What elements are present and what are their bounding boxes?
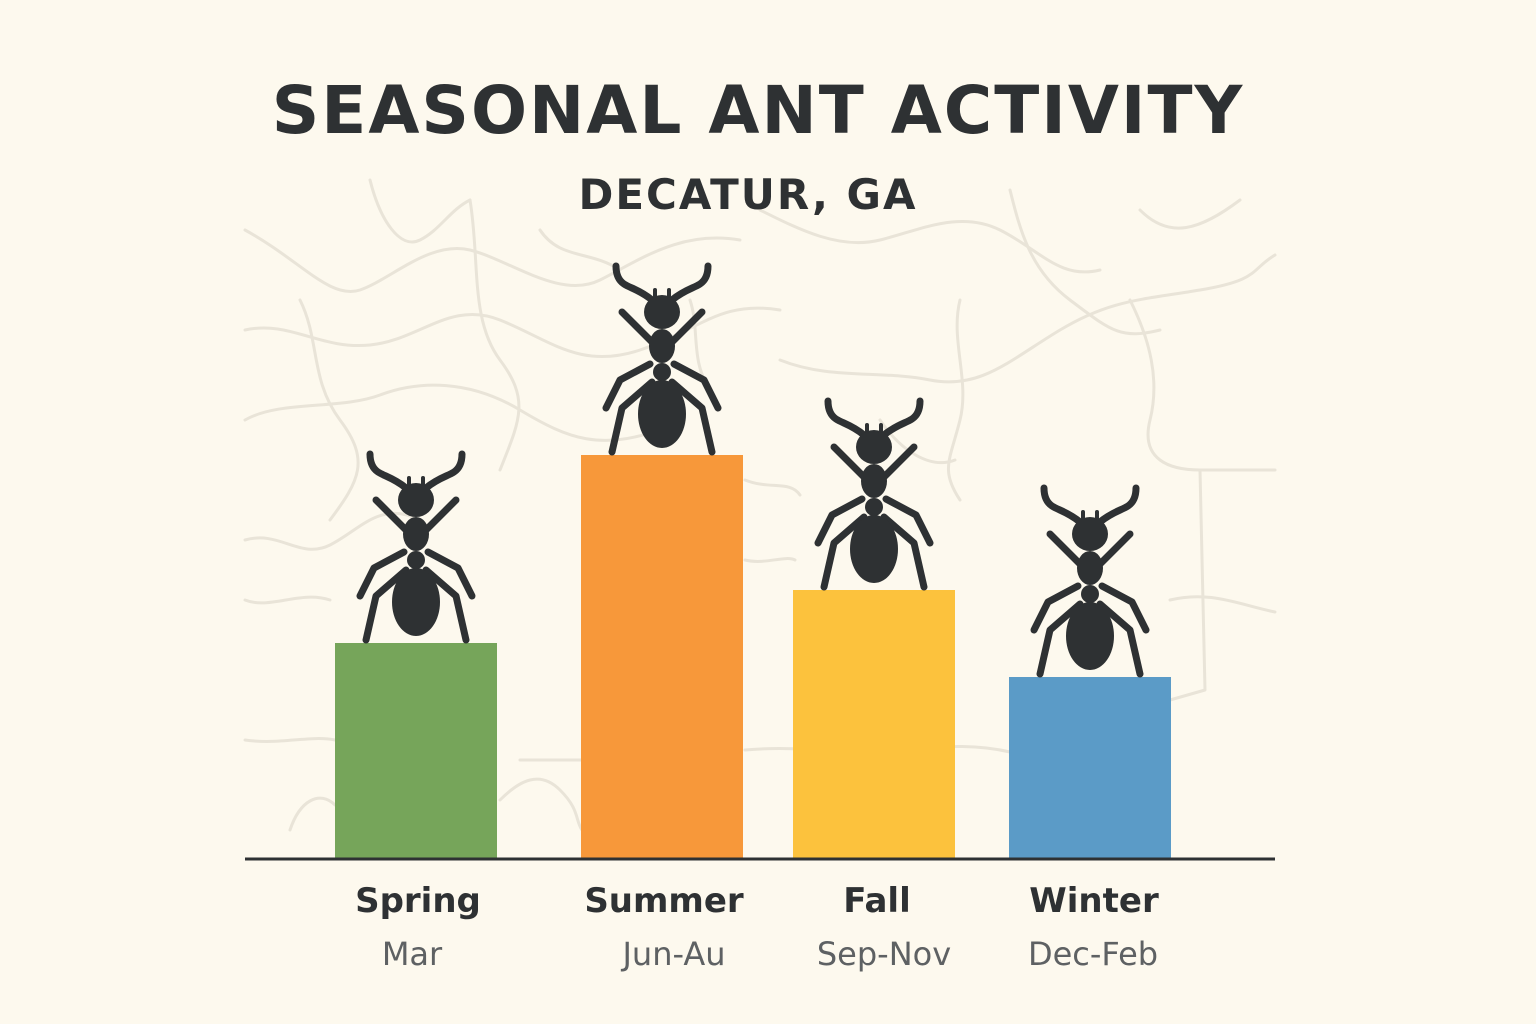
bar-fall	[793, 590, 955, 859]
x-tick-sublabel: Jun-Au	[620, 935, 725, 973]
x-tick-sublabel: Sep-Nov	[817, 935, 951, 973]
x-tick-label: Winter	[1029, 881, 1159, 921]
bar-summer	[581, 455, 743, 859]
ant-icon	[602, 262, 722, 456]
map-background	[243, 178, 1277, 832]
ant-icon	[356, 450, 476, 644]
bar-winter	[1009, 677, 1171, 859]
x-tick-label: Fall	[843, 881, 911, 921]
chart-title: SEASONAL ANT ACTIVITY	[271, 72, 1245, 149]
x-tick-label: Summer	[584, 881, 744, 921]
x-tick-sublabel: Dec-Feb	[1028, 935, 1158, 973]
chart-subtitle: DECATUR, GA	[578, 170, 918, 219]
ant-icon	[814, 397, 934, 591]
x-tick-label: Spring	[355, 881, 481, 921]
x-tick-sublabel: Mar	[382, 935, 443, 973]
ant-icon	[1030, 484, 1150, 678]
bar-spring	[335, 643, 497, 859]
